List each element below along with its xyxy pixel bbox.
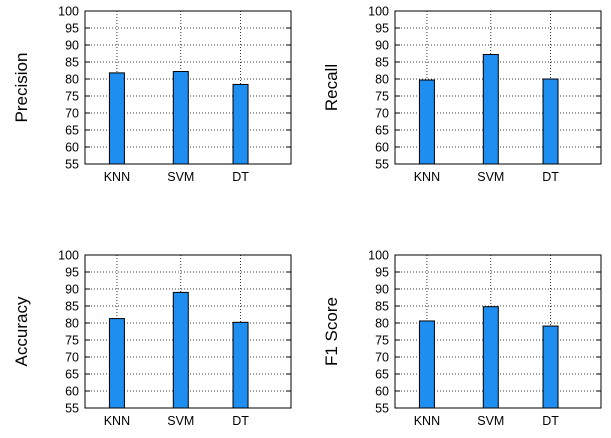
bar-svm: [172, 71, 189, 165]
y-axis-title: Accuracy: [12, 296, 31, 366]
y-tick-label: 95: [65, 22, 79, 36]
y-tick-label: 100: [58, 249, 79, 263]
y-tick-label: 70: [65, 351, 79, 365]
y-tick-label: 75: [375, 90, 389, 104]
y-tick-label: 90: [65, 39, 79, 53]
chart-panel-accuracy: 55 60 65 70 75 80 85 90 95 100 KNN SVM DT Accuracy: [12, 249, 292, 428]
plot-frame: [394, 254, 602, 409]
bar-svm: [172, 291, 189, 409]
y-tick-label: 100: [368, 5, 389, 19]
plot-frame: [84, 10, 292, 165]
x-tick-label: DT: [542, 414, 559, 428]
bar-dt: [542, 78, 559, 165]
y-tick-label: 60: [375, 385, 389, 399]
x-tick-label: SVM: [167, 170, 194, 184]
x-tick-label: DT: [232, 170, 249, 184]
y-tick-label: 65: [375, 124, 389, 138]
y-tick-label: 90: [375, 283, 389, 297]
y-tick-label: 55: [375, 158, 389, 172]
bar-dt: [232, 83, 249, 165]
y-tick-label: 95: [65, 266, 79, 280]
bar-knn: [108, 318, 125, 409]
chart-panel-recall: 55 60 65 70 75 80 85 90 95 100 KNN SVM DT Recall: [322, 5, 602, 184]
plot-frame: [84, 254, 292, 409]
y-tick-label: 55: [65, 402, 79, 416]
y-tick-label: 80: [375, 317, 389, 331]
y-tick-label: 95: [375, 266, 389, 280]
bar-svm: [482, 54, 499, 165]
y-tick-label: 90: [65, 283, 79, 297]
bar-dt: [542, 325, 559, 409]
y-tick-label: 70: [65, 107, 79, 121]
x-tick-label: SVM: [477, 414, 504, 428]
y-tick-label: 75: [65, 90, 79, 104]
x-tick-label: SVM: [477, 170, 504, 184]
y-tick-label: 80: [375, 73, 389, 87]
x-tick-label: DT: [232, 414, 249, 428]
y-tick-label: 60: [65, 141, 79, 155]
y-tick-label: 95: [375, 22, 389, 36]
y-tick-label: 100: [58, 5, 79, 19]
y-tick-label: 60: [65, 385, 79, 399]
y-axis-title: Precision: [12, 53, 31, 123]
y-tick-label: 85: [65, 56, 79, 70]
bar-svm: [482, 306, 499, 409]
y-tick-label: 80: [65, 317, 79, 331]
x-tick-label: KNN: [104, 170, 130, 184]
plot-frame: [394, 10, 602, 165]
y-tick-label: 65: [65, 124, 79, 138]
x-tick-label: DT: [542, 170, 559, 184]
chart-panel-f1-score: 55 60 65 70 75 80 85 90 95 100 KNN SVM DT F1 Score: [322, 249, 602, 428]
chart-panel-precision: 55 60 65 70 75 80 85 90 95 100 KNN SVM DT Precision: [12, 5, 292, 184]
bar-knn: [418, 320, 435, 409]
y-tick-label: 100: [368, 249, 389, 263]
y-tick-label: 70: [375, 107, 389, 121]
bar-knn: [418, 79, 435, 165]
y-tick-label: 55: [375, 402, 389, 416]
y-tick-label: 60: [375, 141, 389, 155]
y-tick-label: 85: [375, 300, 389, 314]
y-tick-label: 85: [65, 300, 79, 314]
y-tick-label: 75: [65, 334, 79, 348]
bar-knn: [108, 72, 125, 165]
y-tick-label: 90: [375, 39, 389, 53]
y-tick-label: 70: [375, 351, 389, 365]
x-tick-label: SVM: [167, 414, 194, 428]
y-tick-label: 80: [65, 73, 79, 87]
y-axis-title: F1 Score: [322, 297, 341, 366]
x-tick-label: KNN: [104, 414, 130, 428]
x-tick-label: KNN: [414, 414, 440, 428]
y-axis-title: Recall: [322, 64, 341, 111]
y-tick-label: 85: [375, 56, 389, 70]
y-tick-label: 75: [375, 334, 389, 348]
x-tick-label: KNN: [414, 170, 440, 184]
y-tick-label: 65: [65, 368, 79, 382]
y-tick-label: 55: [65, 158, 79, 172]
y-tick-label: 65: [375, 368, 389, 382]
bar-dt: [232, 321, 249, 409]
